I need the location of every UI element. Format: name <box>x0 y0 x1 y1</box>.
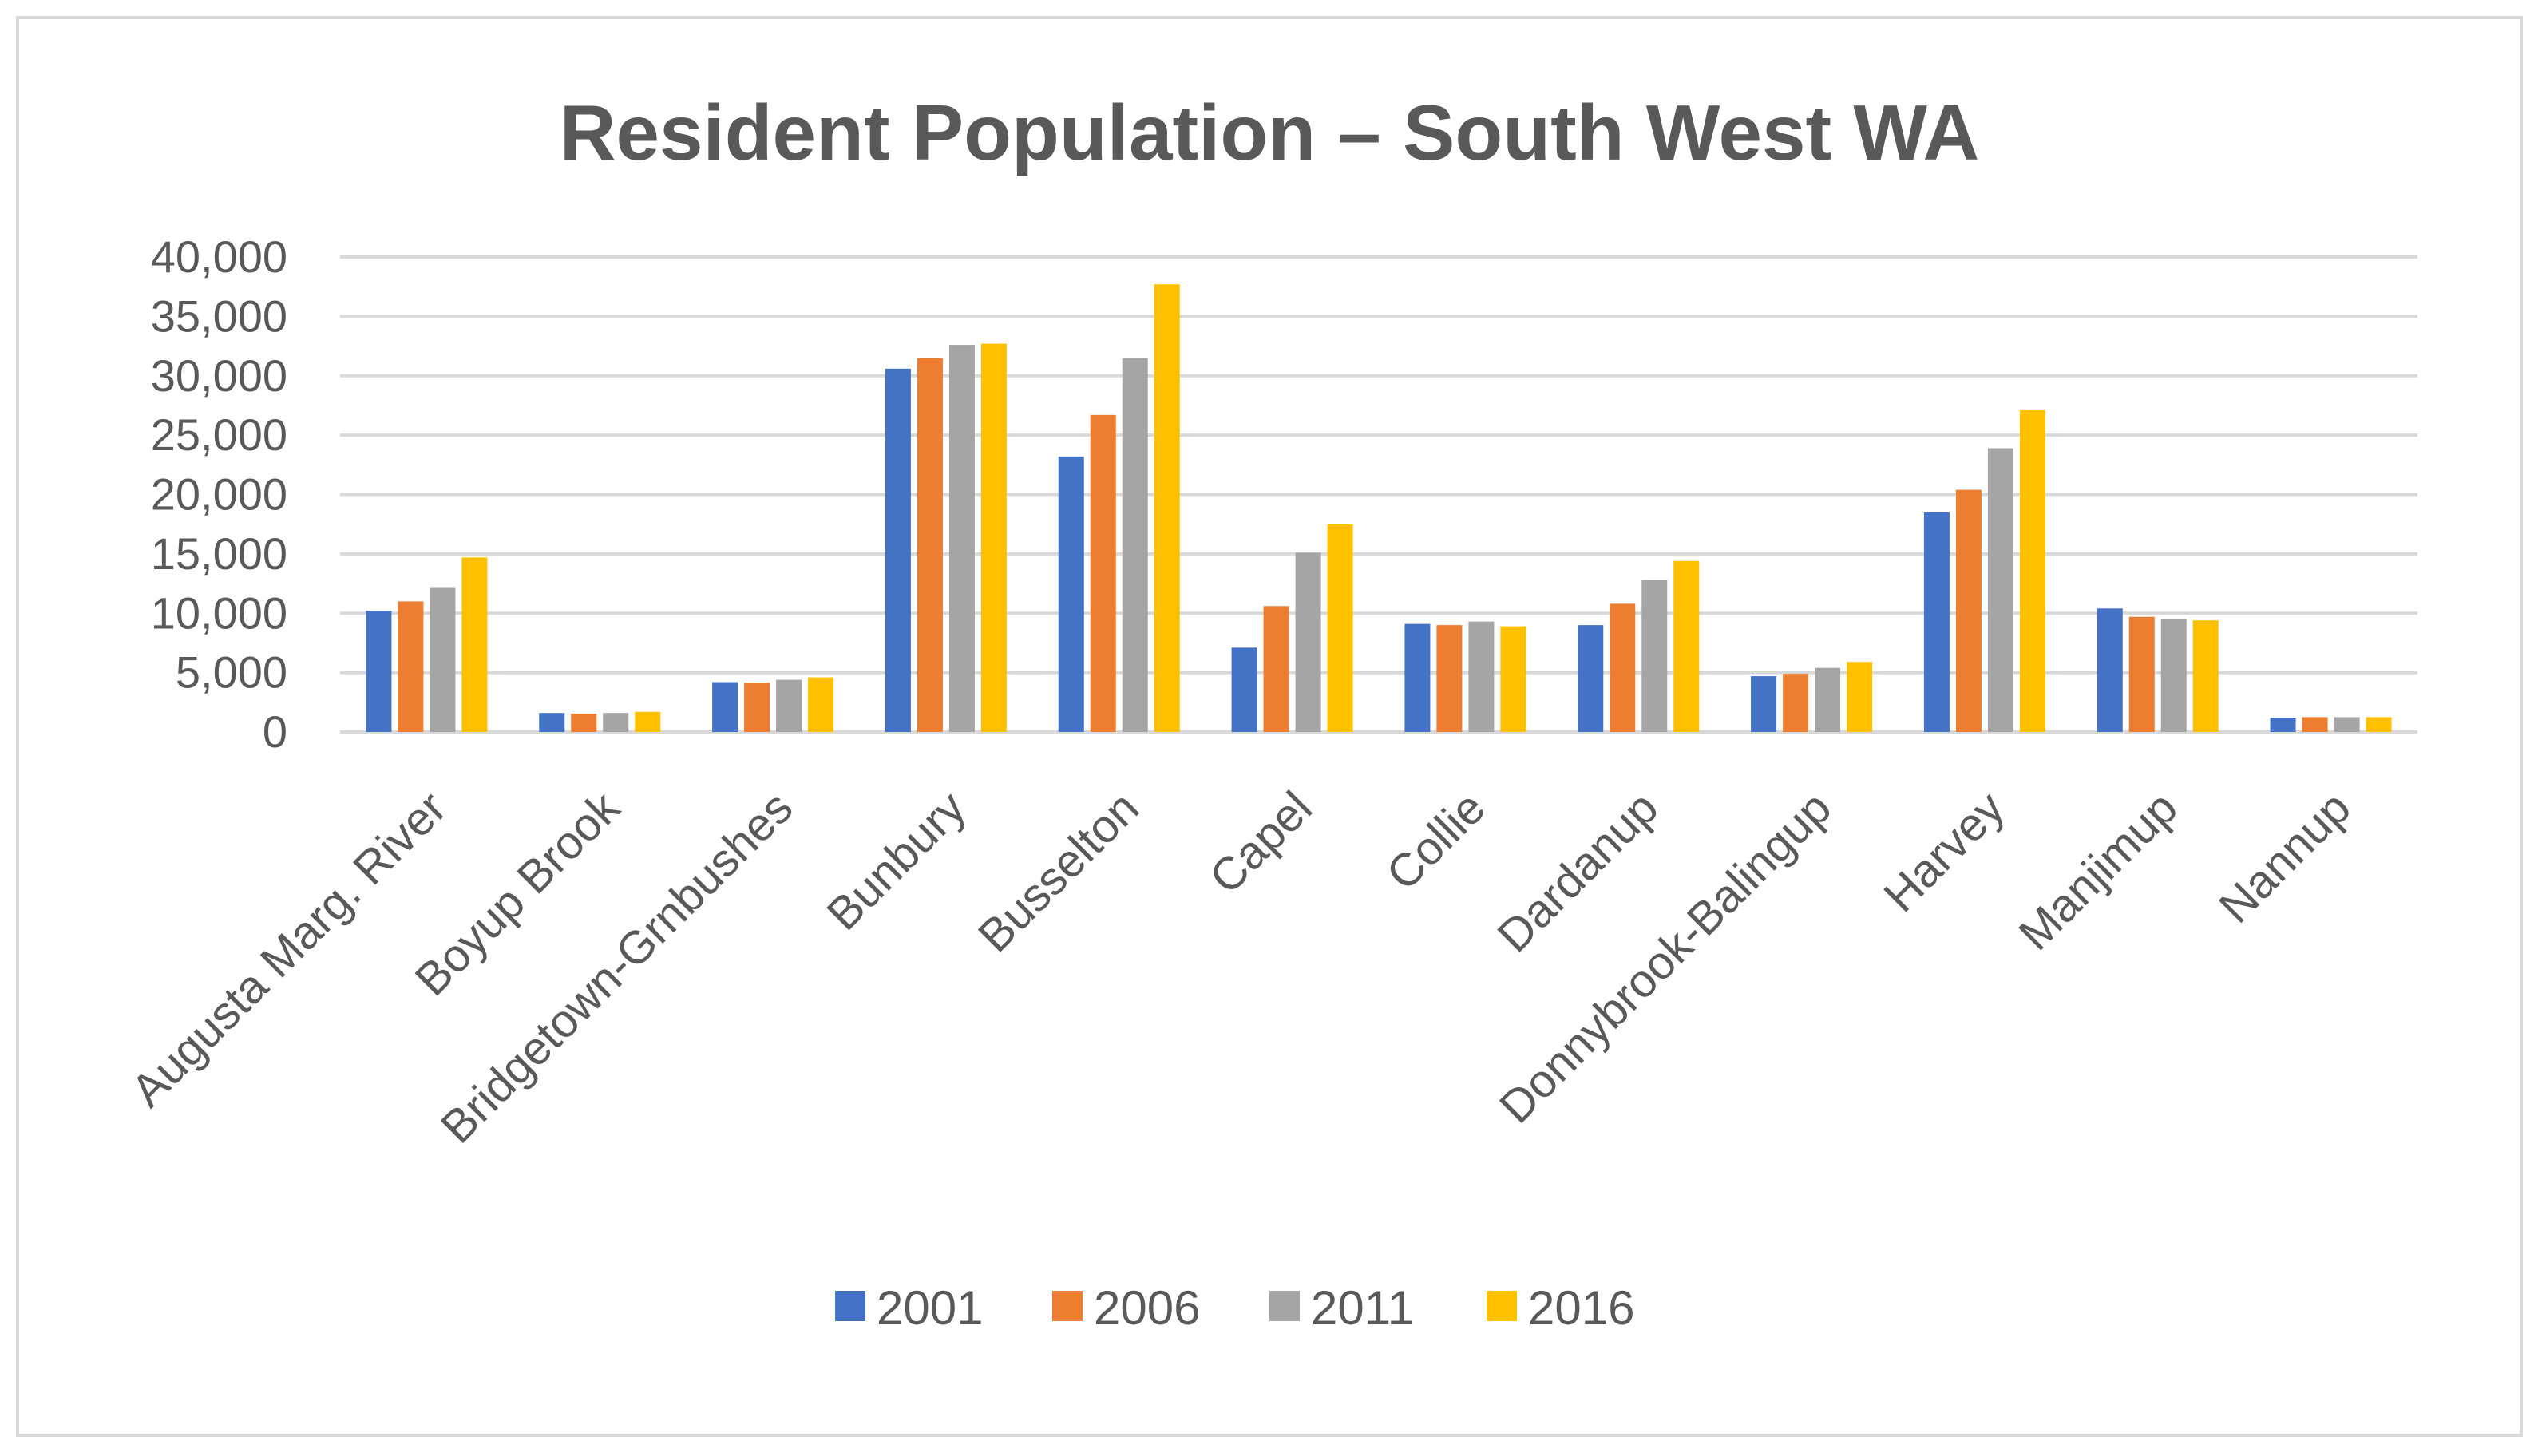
bar-2001-boyup-brook <box>539 713 565 732</box>
legend: 2001 2006 2011 2016 <box>835 1281 1634 1335</box>
y-tick-label: 10,000 <box>151 588 287 638</box>
bar-2001-collie <box>1404 623 1431 732</box>
bar-2011-augusta-marg-river <box>430 587 456 732</box>
legend-item-2006: 2006 <box>1052 1281 1200 1335</box>
bar-2016-dardanup <box>1673 560 1700 732</box>
bar-2001-augusta-marg-river <box>366 611 392 732</box>
x-category-label: Nannup <box>2209 781 2361 933</box>
bar-2001-bunbury <box>885 368 911 732</box>
bar-2011-harvey <box>1987 448 2013 732</box>
legend-label: 2006 <box>1094 1281 1200 1335</box>
bar-2016-donnybrook-balingup <box>1847 662 1873 732</box>
x-category-label: Harvey <box>1874 781 2014 922</box>
bar-2016-boyup-brook <box>635 711 661 732</box>
legend-swatch <box>1269 1291 1300 1321</box>
legend-item-2016: 2016 <box>1487 1281 1634 1335</box>
chart-title: Resident Population – South West WA <box>560 89 1980 176</box>
bar-2001-nannup <box>2270 718 2296 732</box>
legend-swatch <box>835 1291 865 1321</box>
x-category-label: Donnybrook-Balingup <box>1490 781 1841 1133</box>
bar-2011-bunbury <box>948 345 975 732</box>
chart-frame: Resident Population – South West WA 0 5,0… <box>16 16 2523 1437</box>
bar-2006-collie <box>1436 625 1463 732</box>
bar-2016-nannup <box>2366 717 2392 732</box>
x-category-label: Bridgetown-Grnbushes <box>431 781 802 1153</box>
x-category-label: Dardanup <box>1487 781 1668 962</box>
bar-2001-harvey <box>1923 512 1950 732</box>
bar-2016-manjimup <box>2192 620 2219 732</box>
bar-2001-capel <box>1231 647 1257 732</box>
bar-2006-bridgetown-grnbushes <box>744 682 770 732</box>
y-tick-label: 5,000 <box>176 647 287 698</box>
bar-2016-bunbury <box>980 343 1007 732</box>
y-tick-label: 20,000 <box>151 469 287 520</box>
x-category-label: Augusta Marg. River <box>121 781 457 1117</box>
bar-2006-augusta-marg-river <box>398 601 424 732</box>
bar-2016-capel <box>1327 524 1353 732</box>
bar-2006-dardanup <box>1610 603 1636 732</box>
bar-2006-donnybrook-balingup <box>1783 674 1809 732</box>
bar-2011-collie <box>1468 621 1495 732</box>
y-tick-label: 35,000 <box>151 291 287 341</box>
legend-label: 2011 <box>1311 1281 1414 1335</box>
x-category-label: Capel <box>1200 781 1322 904</box>
bar-2011-manjimup <box>2160 619 2187 732</box>
bar-2006-harvey <box>1955 489 1982 732</box>
bar-2006-bunbury <box>917 358 943 732</box>
y-tick-label: 0 <box>263 706 287 757</box>
y-axis-tick-labels: 0 5,000 10,000 15,000 20,000 25,000 30,000 35,0… <box>151 231 287 757</box>
bar-2011-capel <box>1295 552 1321 732</box>
legend-label: 2001 <box>877 1281 983 1335</box>
bar-2016-harvey <box>2019 410 2045 732</box>
gridlines <box>340 255 2417 734</box>
x-category-label: Collie <box>1376 781 1495 900</box>
y-tick-label: 30,000 <box>151 350 287 401</box>
bar-chart: Resident Population – South West WA 0 5,0… <box>121 89 2417 1335</box>
bar-2006-capel <box>1263 606 1289 732</box>
bar-2006-busselton <box>1090 414 1116 732</box>
bar-2001-bridgetown-grnbushes <box>712 682 738 732</box>
bar-2001-donnybrook-balingup <box>1751 676 1777 732</box>
bar-2006-boyup-brook <box>571 713 597 732</box>
x-category-label: Manjimup <box>2009 781 2188 960</box>
bars <box>366 284 2392 732</box>
bar-2001-busselton <box>1058 456 1084 732</box>
y-tick-label: 40,000 <box>151 231 287 282</box>
legend-swatch <box>1487 1291 1517 1321</box>
bar-2006-manjimup <box>2128 616 2155 732</box>
legend-item-2001: 2001 <box>835 1281 983 1335</box>
bar-2001-manjimup <box>2097 608 2123 732</box>
legend-label: 2016 <box>1528 1281 1634 1335</box>
bar-2011-busselton <box>1122 358 1148 732</box>
legend-item-2011: 2011 <box>1269 1281 1414 1335</box>
y-tick-label: 25,000 <box>151 410 287 460</box>
bar-2001-dardanup <box>1578 625 1604 732</box>
bar-2011-dardanup <box>1641 580 1668 732</box>
bar-2011-nannup <box>2334 717 2360 732</box>
bar-2011-boyup-brook <box>603 713 629 732</box>
bar-2006-nannup <box>2302 717 2328 732</box>
bar-2016-bridgetown-grnbushes <box>808 677 834 732</box>
bar-2016-busselton <box>1154 284 1180 732</box>
bar-2016-augusta-marg-river <box>461 557 488 732</box>
y-tick-label: 15,000 <box>151 528 287 579</box>
bar-2011-donnybrook-balingup <box>1815 667 1841 732</box>
x-category-label: Bunbury <box>817 781 976 940</box>
legend-swatch <box>1052 1291 1083 1321</box>
x-category-label: Busselton <box>968 781 1149 962</box>
bar-2011-bridgetown-grnbushes <box>776 679 802 732</box>
bar-2016-collie <box>1500 626 1526 732</box>
